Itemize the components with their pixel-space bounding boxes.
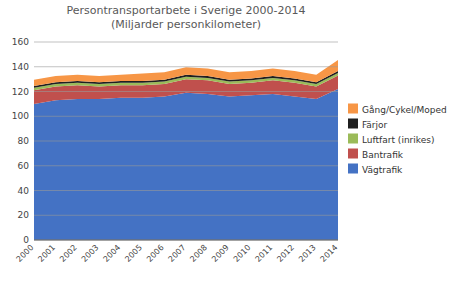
x-tick-label: 2002	[58, 243, 79, 264]
grid-line	[34, 42, 338, 43]
y-tick-label: 80	[18, 136, 30, 146]
legend-label: Bantrafik	[362, 150, 404, 160]
legend-swatch	[348, 119, 358, 129]
y-tick-label: 40	[18, 186, 30, 196]
legend-label: Färjor	[362, 120, 388, 130]
y-tick-label: 100	[12, 111, 29, 121]
grid-line	[34, 190, 338, 191]
x-tick-label: 2003	[80, 243, 101, 264]
x-tick-label: 2006	[145, 243, 166, 264]
grid-line	[34, 116, 338, 117]
area	[34, 60, 338, 86]
y-tick-label: 20	[18, 210, 30, 220]
area	[34, 89, 338, 240]
x-tick-label: 2012	[275, 243, 296, 264]
x-tick-label: 2013	[297, 243, 318, 264]
chart: Persontransportarbete i Sverige 2000-201…	[0, 0, 453, 281]
legend-label: Gång/Cykel/Moped	[362, 105, 447, 115]
x-tick-label: 2009	[210, 243, 231, 264]
grid-line	[34, 66, 338, 67]
title: Persontransportarbete i Sverige 2000-201…	[67, 4, 306, 31]
y-tick-label: 60	[18, 161, 30, 171]
x-tick-label: 2008	[188, 243, 209, 264]
x-tick-label: 2010	[232, 243, 253, 264]
grid-line	[34, 165, 338, 166]
y-tick-label: 140	[12, 62, 29, 72]
x-tick-label: 2011	[254, 243, 275, 264]
x-tick-label: 2000	[15, 243, 36, 264]
x-tick-label: 2007	[167, 243, 188, 264]
y-tick-label: 160	[12, 37, 29, 47]
x-tick-label: 2014	[319, 243, 340, 264]
y-tick-label: 120	[12, 87, 29, 97]
legend-swatch	[348, 149, 358, 159]
grid-line	[34, 141, 338, 142]
areas	[34, 60, 338, 240]
grid-line	[34, 240, 338, 241]
grid-line	[34, 91, 338, 92]
x-axis	[34, 240, 338, 241]
legend-swatch	[348, 164, 358, 174]
legend-swatch	[348, 134, 358, 144]
x-tick-label: 2001	[36, 243, 57, 264]
legend: Gång/Cykel/Moped Färjor Luftfart (inrikes)…	[348, 104, 447, 175]
x-tick-label: 2004	[102, 243, 123, 264]
legend-label: Vägtrafik	[362, 165, 403, 175]
legend-label: Luftfart (inrikes)	[362, 135, 434, 145]
x-tick-label: 2005	[123, 243, 144, 264]
grid-line	[34, 215, 338, 216]
legend-swatch	[348, 104, 358, 114]
